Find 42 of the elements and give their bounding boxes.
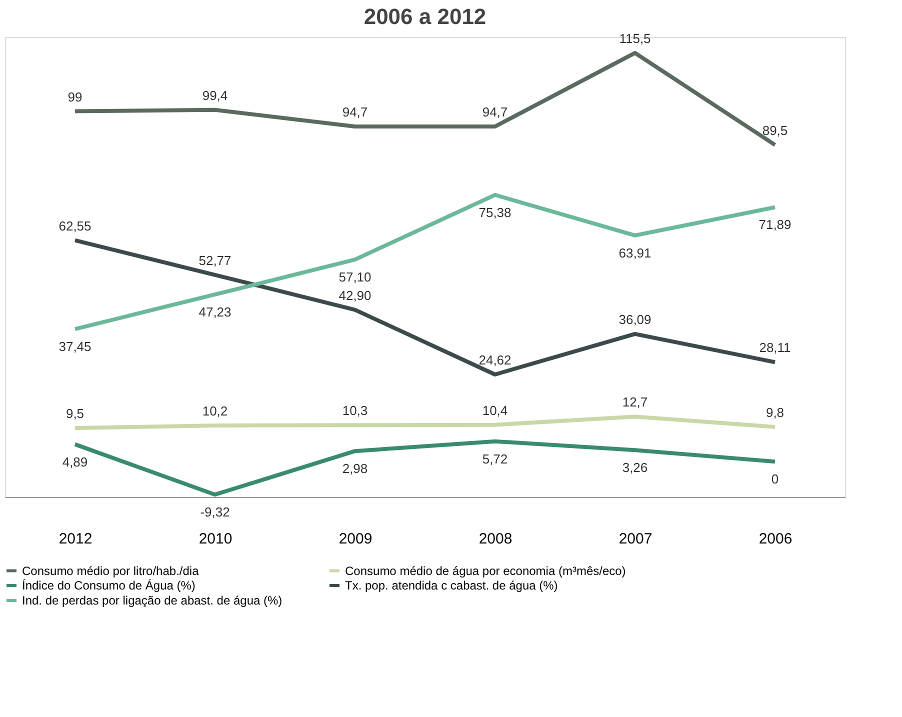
- data-label: 62,55: [58, 218, 92, 234]
- data-label: 4,89: [62, 454, 88, 470]
- data-label: 99: [68, 89, 82, 104]
- data-label: 75,38: [478, 204, 512, 220]
- data-label: 57,10: [338, 270, 372, 285]
- data-label: 99,4: [202, 88, 228, 103]
- data-label: 71,89: [758, 217, 792, 232]
- x-tick-label: 2007: [618, 530, 652, 548]
- data-label: 10,4: [482, 402, 508, 418]
- legend-label: Ind. de perdas por ligação de abast. de água (%): [22, 594, 282, 608]
- data-label: 63,91: [618, 245, 652, 260]
- data-label: 10,2: [202, 404, 228, 419]
- legend-label: Consumo médio por litro/hab./dia: [22, 564, 200, 578]
- data-label: 115,5: [619, 30, 651, 46]
- data-label: -9,32: [200, 504, 230, 520]
- data-label: 12,7: [622, 394, 648, 410]
- data-label: 42,90: [338, 288, 372, 303]
- x-tick-label: 2010: [198, 530, 232, 548]
- chart-title: 2006 a 2012: [364, 4, 486, 29]
- data-label: 47,23: [198, 304, 232, 320]
- data-label: 9,5: [66, 406, 84, 421]
- data-label: 36,09: [618, 312, 652, 327]
- data-label: 94,7: [342, 104, 368, 120]
- legend-label: Consumo médio de água por economia (m³mês/eco): [345, 564, 626, 578]
- data-label: 0: [771, 472, 779, 487]
- data-label: 9,8: [766, 404, 784, 420]
- x-tick-label: 2012: [58, 530, 92, 548]
- data-label: 3,26: [622, 460, 648, 476]
- data-label: 24,62: [478, 352, 512, 368]
- data-label: 28,11: [759, 340, 791, 356]
- data-label: 5,72: [482, 451, 508, 466]
- x-tick-label: 2009: [338, 530, 372, 548]
- x-tick-label: 2006: [758, 530, 792, 548]
- data-label: 2,98: [342, 461, 368, 476]
- data-label: 10,3: [342, 403, 368, 418]
- legend-label: Índice do Consumo de Água (%): [22, 578, 196, 592]
- legend-label: Tx. pop. atendida c cabast. de água (%): [345, 578, 558, 592]
- data-label: 37,45: [58, 339, 92, 354]
- data-label: 52,77: [198, 252, 232, 268]
- data-label: 89,5: [762, 122, 788, 138]
- x-tick-label: 2008: [478, 530, 512, 548]
- data-label: 94,7: [482, 104, 508, 120]
